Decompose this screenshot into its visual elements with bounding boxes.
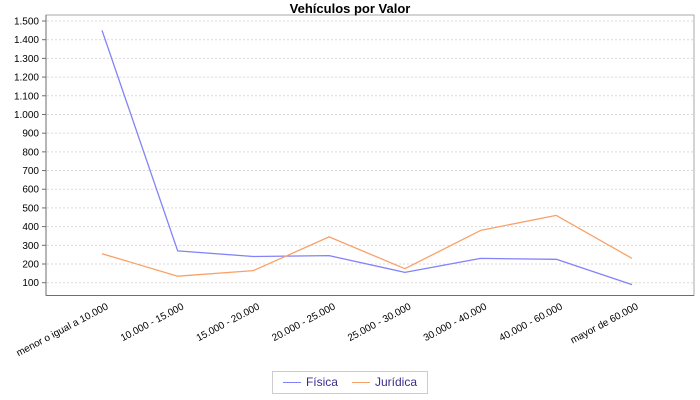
y-tick-label: 500: [22, 203, 39, 214]
y-tick-label: 1.200: [14, 73, 39, 84]
x-category-label: mayor de 60.000: [569, 301, 641, 346]
x-category-label: 40.000 - 60.000: [498, 301, 565, 344]
y-tick-label: 1.400: [14, 35, 39, 46]
legend-label-fisica: Física: [305, 375, 338, 389]
y-tick-label: 1.300: [14, 54, 39, 65]
y-tick-label: 800: [22, 147, 39, 158]
legend-item-fisica: Física: [282, 375, 338, 389]
y-tick-label: 700: [22, 166, 39, 177]
y-tick-label: 400: [22, 222, 39, 233]
y-tick-label: 300: [22, 241, 39, 252]
y-tick-label: 600: [22, 185, 39, 196]
x-category-label: 25.000 - 30.000: [346, 301, 413, 344]
x-category-label: 15.000 - 20.000: [195, 301, 262, 344]
y-tick-label: 1.100: [14, 91, 39, 102]
series-line-fisica: [101, 30, 633, 286]
y-tick-label: 1.500: [14, 17, 39, 28]
x-category-label: 30.000 - 40.000: [422, 301, 489, 344]
legend-item-juridica: Jurídica: [351, 375, 418, 389]
x-category-label: 10.000 - 15.000: [119, 301, 186, 344]
y-tick-label: 100: [22, 278, 39, 289]
x-category-label: 20.000 - 25.000: [270, 301, 337, 344]
series-line-juridica: [101, 214, 633, 277]
y-tick-label: 1.000: [14, 110, 39, 121]
legend-label-juridica: Jurídica: [374, 375, 418, 389]
y-tick-label: 900: [22, 129, 39, 140]
legend: Física Jurídica: [271, 371, 429, 394]
chart-title: Vehículos por Valor: [289, 1, 411, 16]
y-tick-label: 200: [22, 260, 39, 271]
legend-line-juridica-icon: [351, 381, 370, 383]
legend-line-fisica-icon: [282, 381, 301, 383]
x-category-label: menor o igual a 10.000: [15, 301, 111, 359]
